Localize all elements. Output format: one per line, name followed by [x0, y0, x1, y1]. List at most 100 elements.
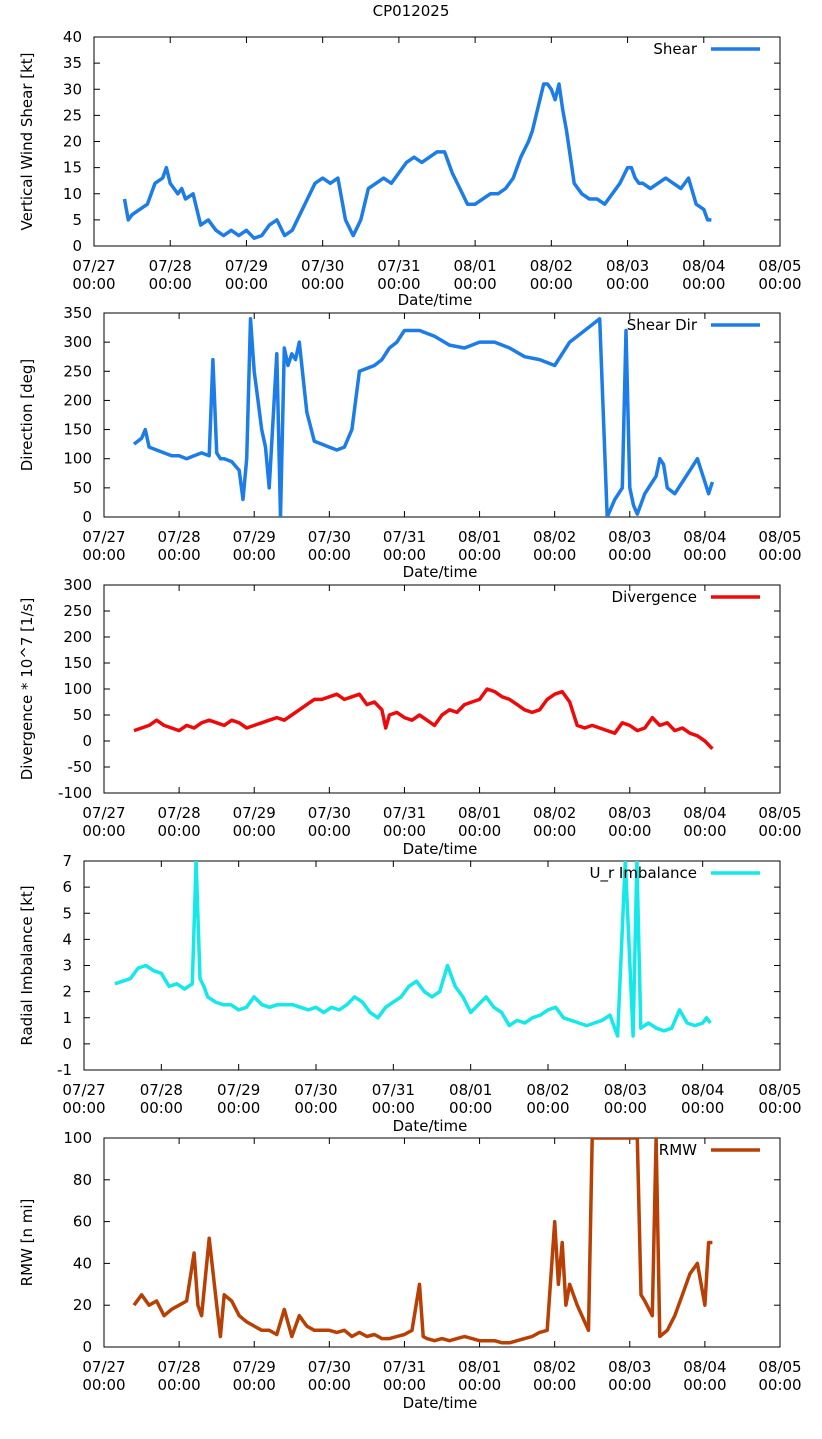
x-tick-label-date: 07/29 — [225, 257, 268, 275]
x-tick-label-date: 07/28 — [157, 528, 200, 546]
chart-panel-4: -10123456707/2700:0007/2800:0007/2900:00… — [18, 852, 802, 1135]
y-tick-label: 350 — [63, 304, 92, 322]
y-axis-label: Vertical Wind Shear [kt] — [18, 52, 36, 230]
x-axis-label: Date/time — [403, 563, 478, 581]
x-tick-label-date: 07/30 — [301, 257, 344, 275]
plot-frame — [103, 312, 781, 518]
x-tick-label-time: 00:00 — [372, 1099, 415, 1117]
y-tick-label: 0 — [62, 1035, 72, 1053]
x-tick-label-date: 07/27 — [62, 1081, 105, 1099]
x-tick-label-date: 08/02 — [533, 1358, 576, 1376]
x-axis-label: Date/time — [393, 1117, 468, 1135]
x-tick-label-date: 07/30 — [308, 528, 351, 546]
y-tick-label: 250 — [63, 362, 92, 380]
y-tick-label: 40 — [63, 28, 82, 46]
y-tick-label: 60 — [73, 1213, 92, 1231]
x-tick-label-date: 08/05 — [758, 1358, 801, 1376]
x-tick-label-time: 00:00 — [604, 1099, 647, 1117]
x-tick-label-time: 00:00 — [449, 1099, 492, 1117]
legend-label: Shear — [653, 40, 697, 58]
x-tick-label-date: 08/05 — [758, 257, 801, 275]
x-tick-label-time: 00:00 — [82, 1376, 125, 1394]
x-tick-label-time: 00:00 — [458, 1376, 501, 1394]
x-tick-label-time: 00:00 — [82, 822, 125, 840]
y-tick-label: 1 — [62, 1009, 72, 1027]
y-tick-label: 2 — [62, 983, 72, 1001]
x-tick-label-time: 00:00 — [301, 275, 344, 293]
y-tick-label: 5 — [62, 904, 72, 922]
x-tick-label-date: 08/01 — [458, 528, 501, 546]
x-tick-label-date: 08/03 — [608, 1358, 651, 1376]
x-tick-label-date: 08/03 — [608, 804, 651, 822]
y-tick-label: 5 — [72, 211, 82, 229]
x-tick-label-time: 00:00 — [233, 546, 276, 564]
x-tick-label-time: 00:00 — [377, 275, 420, 293]
x-tick-label-time: 00:00 — [308, 822, 351, 840]
x-tick-label-date: 07/29 — [233, 804, 276, 822]
x-tick-label-date: 08/01 — [449, 1081, 492, 1099]
y-tick-label: 0 — [82, 508, 92, 526]
y-tick-label: 10 — [63, 185, 82, 203]
y-tick-label: -50 — [68, 758, 93, 776]
x-tick-label-date: 08/03 — [606, 257, 649, 275]
x-tick-label-date: 08/03 — [608, 528, 651, 546]
plot-frame — [103, 1137, 781, 1348]
x-tick-label-date: 08/02 — [526, 1081, 569, 1099]
y-tick-label: 20 — [63, 133, 82, 151]
y-tick-label: 35 — [63, 54, 82, 72]
y-tick-label: 150 — [63, 654, 92, 672]
plot-frame — [83, 860, 781, 1071]
x-tick-label-date: 08/02 — [533, 804, 576, 822]
x-tick-label-date: 07/28 — [157, 804, 200, 822]
series-line-divergence — [133, 687, 714, 751]
x-tick-label-time: 00:00 — [608, 546, 651, 564]
x-tick-label-date: 07/30 — [308, 804, 351, 822]
x-tick-label-time: 00:00 — [383, 1376, 426, 1394]
x-tick-label-time: 00:00 — [608, 1376, 651, 1394]
x-tick-label-date: 08/02 — [530, 257, 573, 275]
x-tick-label-time: 00:00 — [758, 546, 801, 564]
chart-panel-2: 05010015020025030035007/2700:0007/2800:0… — [18, 304, 802, 581]
x-tick-label-time: 00:00 — [458, 546, 501, 564]
x-tick-label-time: 00:00 — [149, 275, 192, 293]
x-tick-label-time: 00:00 — [683, 1376, 726, 1394]
x-tick-label-date: 08/01 — [458, 1358, 501, 1376]
y-axis-label: RMW [n mi] — [18, 1199, 36, 1287]
x-tick-label-time: 00:00 — [683, 546, 726, 564]
legend-label: Divergence — [612, 588, 697, 606]
series-line-rmw — [132, 1138, 713, 1345]
x-tick-label-time: 00:00 — [606, 275, 649, 293]
y-tick-label: 20 — [73, 1296, 92, 1314]
x-tick-label-date: 07/29 — [233, 528, 276, 546]
y-tick-label: 0 — [82, 1338, 92, 1356]
x-tick-label-date: 07/28 — [140, 1081, 183, 1099]
x-tick-label-date: 07/27 — [82, 804, 125, 822]
y-tick-label: 0 — [82, 732, 92, 750]
y-tick-label: 150 — [63, 421, 92, 439]
x-tick-label-time: 00:00 — [225, 275, 268, 293]
x-axis-label: Date/time — [398, 291, 473, 309]
x-tick-label-time: 00:00 — [233, 1376, 276, 1394]
x-tick-label-date: 07/31 — [383, 804, 426, 822]
x-tick-label-date: 08/02 — [533, 528, 576, 546]
y-tick-label: 100 — [63, 680, 92, 698]
x-tick-label-date: 08/04 — [682, 257, 725, 275]
legend-label: Shear Dir — [627, 316, 698, 334]
x-tick-label-time: 00:00 — [682, 275, 725, 293]
x-tick-label-date: 07/31 — [383, 528, 426, 546]
x-tick-label-date: 07/28 — [149, 257, 192, 275]
x-tick-label-date: 08/03 — [604, 1081, 647, 1099]
x-axis-label: Date/time — [403, 1394, 478, 1412]
x-tick-label-time: 00:00 — [157, 822, 200, 840]
y-tick-label: 15 — [63, 159, 82, 177]
x-tick-label-time: 00:00 — [62, 1099, 105, 1117]
y-tick-label: 200 — [63, 628, 92, 646]
x-tick-label-time: 00:00 — [72, 275, 115, 293]
x-tick-label-date: 08/04 — [683, 528, 726, 546]
x-tick-label-time: 00:00 — [526, 1099, 569, 1117]
x-tick-label-time: 00:00 — [530, 275, 573, 293]
x-tick-label-date: 07/27 — [82, 1358, 125, 1376]
y-tick-label: 250 — [63, 602, 92, 620]
y-tick-label: 25 — [63, 106, 82, 124]
